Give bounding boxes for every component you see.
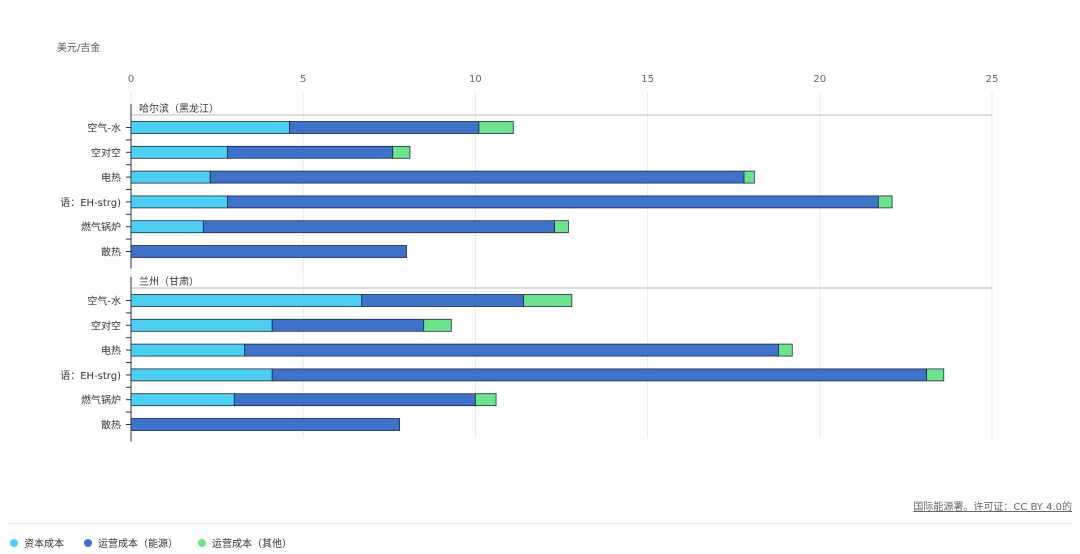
legend-swatch-energy	[84, 538, 92, 547]
category-label: 空气-水	[87, 122, 121, 135]
bar-segment-1-0-2	[523, 294, 573, 307]
bar-segment-1-1-2	[423, 318, 452, 332]
category-label: 燃气锅炉	[81, 221, 121, 234]
x-tick-label-0: 0	[128, 74, 134, 85]
legend-item-other[interactable]: 运营成本（其他）	[198, 535, 292, 550]
bar-segment-0-3-0	[130, 195, 228, 209]
bar-segment-1-3-2	[926, 368, 945, 382]
bar-segment-0-3-1	[227, 195, 879, 209]
bar-segment-0-3-2	[877, 195, 893, 209]
bar-segment-0-1-0	[130, 145, 228, 159]
category-label: 空气-水	[87, 295, 121, 308]
bar-segment-1-5-1	[130, 418, 401, 431]
bar-segment-0-0-0	[130, 121, 290, 134]
bar-segment-1-2-0	[130, 343, 246, 357]
bar-segment-0-4-1	[202, 220, 556, 234]
bar-segment-0-0-2	[478, 121, 514, 134]
bar-segment-0-5-1	[130, 245, 407, 258]
x-tick-label-15: 15	[641, 74, 654, 85]
group-title-1: 兰州（甘肃）	[139, 275, 199, 288]
category-label: 散热	[101, 246, 121, 259]
y-unit-label: 美元/吉金	[57, 43, 101, 54]
group-title-0: 哈尔滨（黑龙江）	[139, 102, 219, 115]
bar-segment-1-3-0	[130, 368, 273, 382]
bar-segment-1-3-1	[271, 368, 927, 382]
bar-segment-1-1-1	[271, 318, 425, 332]
bar-segment-0-4-2	[554, 220, 569, 234]
category-label: 语：EH-strg)	[60, 370, 121, 382]
legend-label-other: 运营成本（其他）	[212, 539, 292, 550]
chart-legend: 资本成本 运营成本（能源） 运营成本（其他）	[10, 535, 292, 550]
category-label: 燃气锅炉	[81, 394, 121, 407]
x-tick-label-25: 25	[986, 74, 999, 85]
bar-segment-0-1-2	[392, 145, 411, 159]
footer-divider	[8, 523, 1072, 524]
bar-segment-0-0-1	[289, 121, 480, 134]
category-label: 空对空	[91, 319, 121, 332]
bar-segment-0-1-1	[227, 145, 394, 159]
bar-segment-1-0-0	[130, 294, 363, 307]
legend-item-energy[interactable]: 运营成本（能源）	[84, 535, 178, 550]
bar-segment-0-2-2	[743, 170, 755, 184]
bar-segment-1-4-2	[474, 393, 497, 407]
category-label: 散热	[101, 419, 121, 432]
category-label: 电热	[101, 171, 121, 184]
chart-bars	[130, 121, 945, 431]
legend-item-capital[interactable]: 资本成本	[10, 535, 64, 550]
category-label: 电热	[101, 344, 121, 357]
bar-segment-0-4-0	[130, 220, 204, 234]
bar-segment-0-2-1	[209, 170, 745, 184]
category-label: 语：EH-strg)	[60, 197, 121, 209]
bar-segment-0-2-0	[130, 170, 211, 184]
bar-segment-1-2-1	[244, 343, 779, 357]
bar-segment-1-2-2	[778, 343, 793, 357]
x-tick-label-10: 10	[469, 74, 482, 85]
legend-label-capital: 资本成本	[24, 539, 64, 550]
bar-segment-1-0-1	[361, 294, 525, 307]
chart-grid	[130, 92, 993, 438]
legend-label-energy: 运营成本（能源）	[98, 539, 178, 550]
bar-segment-1-4-1	[233, 393, 476, 407]
legend-swatch-other	[198, 538, 206, 547]
bar-segment-1-4-0	[130, 393, 235, 407]
bar-segment-1-1-0	[130, 318, 273, 332]
x-tick-label-20: 20	[813, 74, 826, 85]
source-credit-link[interactable]: 国际能源署。许可证：CC BY 4.0的	[913, 502, 1072, 513]
x-tick-label-5: 5	[300, 74, 306, 85]
legend-swatch-capital	[10, 538, 18, 547]
category-label: 空对空	[91, 146, 121, 159]
